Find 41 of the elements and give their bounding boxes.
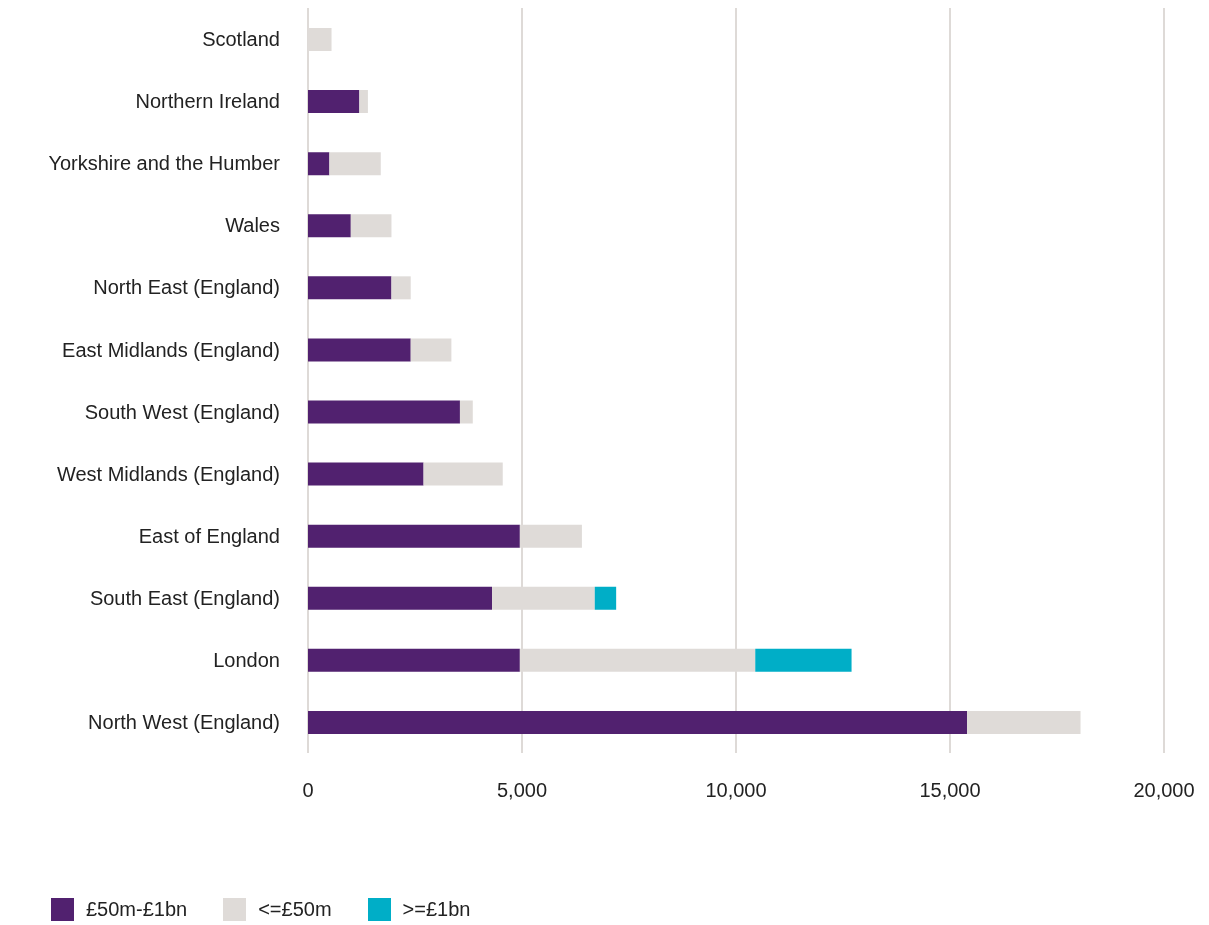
- bar: [308, 586, 493, 610]
- bar: [359, 90, 368, 114]
- x-tick-label: 5,000: [496, 779, 548, 802]
- bar: [308, 710, 968, 734]
- bar: [308, 462, 424, 486]
- bar: [308, 90, 360, 114]
- bar: [967, 710, 1081, 734]
- y-tick-label: Yorkshire and the Humber: [48, 152, 281, 175]
- bar: [308, 400, 460, 424]
- bar: [308, 276, 392, 300]
- y-tick-label: North East (England): [93, 276, 280, 299]
- bar: [459, 400, 473, 424]
- bar: [423, 462, 503, 486]
- y-tick-label: East Midlands (England): [62, 338, 280, 361]
- bar: [308, 214, 351, 238]
- bar: [308, 524, 520, 548]
- x-tick-label: 15,000: [919, 779, 981, 802]
- y-tick-label: North West (England): [88, 711, 280, 734]
- y-tick-label: South East (England): [89, 586, 280, 609]
- y-tick-label: Scotland: [202, 28, 280, 51]
- legend-label: >=£1bn: [402, 898, 471, 921]
- bar: [329, 152, 381, 176]
- bar: [594, 586, 617, 610]
- bar: [308, 648, 520, 672]
- bar: [350, 214, 392, 238]
- legend-label: £50m-£1bn: [86, 898, 188, 921]
- bar: [308, 338, 411, 362]
- bar: [391, 276, 411, 300]
- y-tick-label: South West (England): [84, 400, 280, 423]
- x-tick-label: 10,000: [705, 779, 767, 802]
- y-tick-label: Wales: [225, 214, 280, 237]
- y-tick-label: London: [213, 648, 280, 671]
- y-tick-label: Northern Ireland: [135, 90, 280, 113]
- bar: [755, 648, 852, 672]
- bar: [410, 338, 452, 362]
- y-tick-label: West Midlands (England): [56, 462, 280, 485]
- x-tick-label: 0: [302, 779, 314, 802]
- bar: [308, 152, 330, 176]
- legend-label: <=£50m: [258, 898, 332, 921]
- x-tick-label: 20,000: [1133, 779, 1195, 802]
- y-tick-label: East of England: [138, 524, 280, 547]
